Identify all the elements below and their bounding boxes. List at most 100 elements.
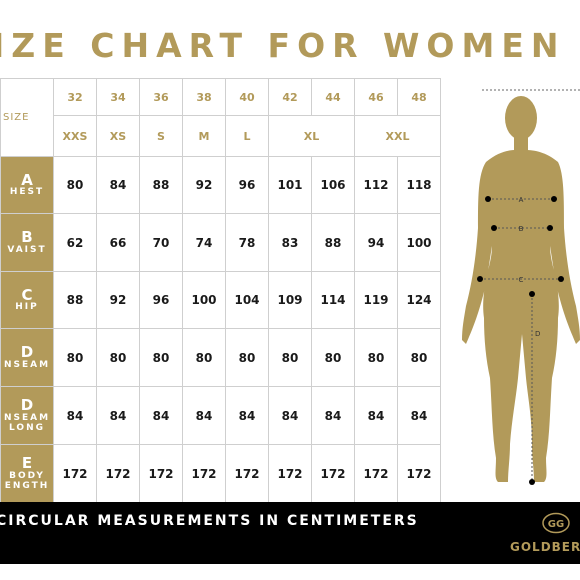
brand-name: GOLDBER <box>510 540 580 554</box>
measure-value: 84 <box>96 156 140 214</box>
measure-category: B VAIST <box>0 213 54 272</box>
size-letter-row: XXS XS S M L XL XXL <box>1 115 441 157</box>
measure-value: 80 <box>225 328 269 387</box>
marker-b: B <box>491 225 553 233</box>
measure-letter: A <box>21 170 33 189</box>
measure-name: NSEAM <box>3 412 51 423</box>
measure-value: 83 <box>268 213 312 272</box>
footer-note: CIRCULAR MEASUREMENTS IN CENTIMETERS <box>0 513 419 529</box>
svg-text:D: D <box>535 330 540 338</box>
measure-value: 80 <box>397 328 441 387</box>
measure-category: D NSEAM LONG <box>0 386 54 445</box>
size-letter: S <box>139 115 183 157</box>
measure-value: 114 <box>311 271 355 329</box>
table-row: D NSEAM LONG 84 84 84 84 84 84 84 84 84 <box>0 386 441 445</box>
measure-value: 100 <box>182 271 226 329</box>
measure-value: 172 <box>225 444 269 503</box>
measure-value: 80 <box>311 328 355 387</box>
table-row: E BODY ENGTH 172 172 172 172 172 172 172 172 172 <box>0 444 441 503</box>
footer-bar: CIRCULAR MEASUREMENTS IN CENTIMETERS GG … <box>0 502 580 564</box>
size-number: 42 <box>268 78 312 116</box>
measure-value: 84 <box>397 386 441 445</box>
measure-value: 88 <box>53 271 97 329</box>
marker-a: A <box>485 196 557 204</box>
measure-value: 84 <box>268 386 312 445</box>
size-letter: XXL <box>354 115 441 157</box>
measure-value: 100 <box>397 213 441 272</box>
measure-category: D NSEAM <box>0 328 54 387</box>
measure-letter: E <box>21 454 33 473</box>
measure-value: 62 <box>53 213 97 272</box>
size-letter: XXS <box>53 115 97 157</box>
measure-name: NSEAM <box>3 359 51 370</box>
measure-letter: B <box>21 228 33 247</box>
measure-value: 84 <box>311 386 355 445</box>
measure-value: 172 <box>53 444 97 503</box>
measure-value: 94 <box>354 213 398 272</box>
table-row: B VAIST 62 66 70 74 78 83 88 94 100 <box>0 213 441 272</box>
measure-value: 88 <box>311 213 355 272</box>
measure-value: 80 <box>268 328 312 387</box>
size-number: 38 <box>182 78 226 116</box>
measure-value: 84 <box>96 386 140 445</box>
measure-value: 101 <box>268 156 312 214</box>
figure-body <box>462 150 580 482</box>
table-row: C HIP 88 92 96 100 104 109 114 119 124 <box>0 271 441 329</box>
size-letter: XL <box>268 115 355 157</box>
size-number: 40 <box>225 78 269 116</box>
measure-value: 80 <box>53 156 97 214</box>
measure-value: 118 <box>397 156 441 214</box>
measure-value: 66 <box>96 213 140 272</box>
figure-neck <box>514 136 528 152</box>
measure-value: 84 <box>182 386 226 445</box>
size-number: 34 <box>96 78 140 116</box>
size-number: 44 <box>311 78 355 116</box>
measure-value: 70 <box>139 213 183 272</box>
measure-value: 80 <box>139 328 183 387</box>
measure-name: BODY <box>9 470 45 481</box>
size-table: SIZE 32 34 36 38 40 42 44 46 48 XXS XS S M L XL XXL A HEST… <box>0 78 441 503</box>
measure-name: LONG <box>9 422 45 433</box>
measure-value: 124 <box>397 271 441 329</box>
measure-value: 74 <box>182 213 226 272</box>
measure-value: 119 <box>354 271 398 329</box>
measure-letter: D <box>20 343 34 362</box>
measure-value: 92 <box>96 271 140 329</box>
measure-value: 172 <box>96 444 140 503</box>
brand-logo-icon: GG <box>542 512 570 534</box>
size-letter: XS <box>96 115 140 157</box>
size-letter: L <box>225 115 269 157</box>
size-number-row: SIZE 32 34 36 38 40 42 44 46 48 <box>0 78 441 157</box>
measure-value: 84 <box>354 386 398 445</box>
measure-name: HEST <box>9 187 45 198</box>
size-number: 32 <box>53 78 97 116</box>
svg-text:C: C <box>519 276 524 284</box>
measure-name: HIP <box>15 302 39 313</box>
measure-category: A HEST <box>0 156 54 214</box>
measure-value: 112 <box>354 156 398 214</box>
size-number: 48 <box>397 78 441 116</box>
measure-value: 88 <box>139 156 183 214</box>
measure-value: 78 <box>225 213 269 272</box>
size-number: 46 <box>354 78 398 116</box>
measure-value: 84 <box>139 386 183 445</box>
measure-value: 106 <box>311 156 355 214</box>
size-letter: M <box>182 115 226 157</box>
measure-letter: C <box>21 285 33 304</box>
measure-value: 172 <box>397 444 441 503</box>
measure-value: 172 <box>139 444 183 503</box>
measure-value: 172 <box>182 444 226 503</box>
svg-text:B: B <box>519 225 524 233</box>
size-label: SIZE <box>0 78 54 157</box>
figure-head <box>505 96 537 140</box>
measure-value: 80 <box>96 328 140 387</box>
body-figure: A B C D <box>462 89 580 485</box>
measure-name: ENGTH <box>4 480 50 491</box>
measure-value: 80 <box>354 328 398 387</box>
marker-d: D <box>529 291 540 485</box>
measure-value: 96 <box>225 156 269 214</box>
table-row: A HEST 80 84 88 92 96 101 106 112 118 <box>0 156 441 214</box>
measure-category: C HIP <box>0 271 54 329</box>
measure-value: 172 <box>268 444 312 503</box>
marker-c: C <box>477 276 564 284</box>
